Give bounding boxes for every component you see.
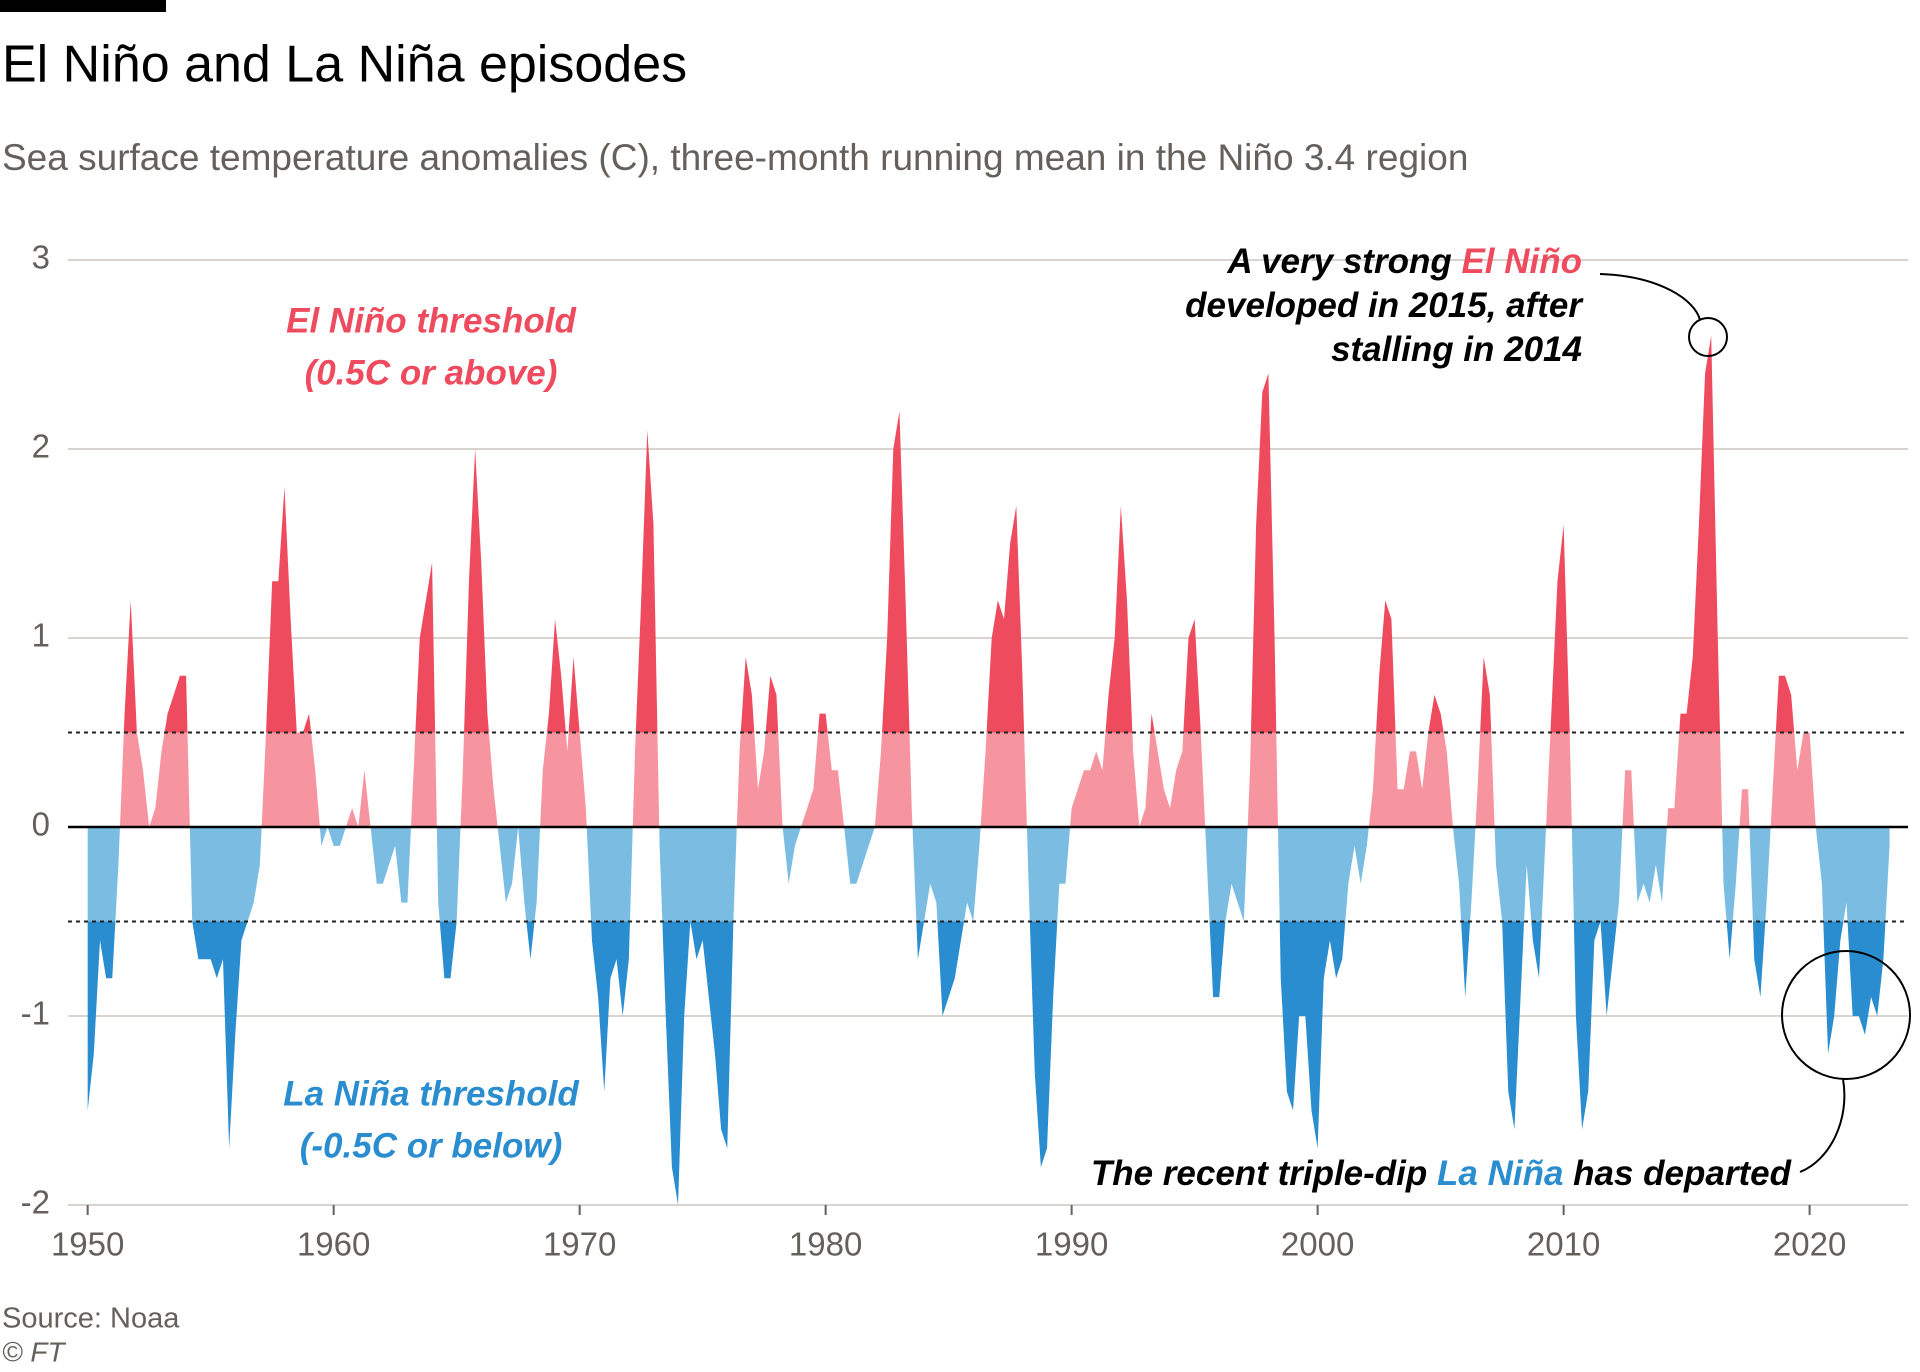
callout-circle xyxy=(1781,950,1911,1080)
annotation-part: El Niño xyxy=(1461,242,1582,281)
x-tick-label: 1990 xyxy=(1035,1226,1108,1263)
annotation-part: developed in 2015, after xyxy=(1185,286,1584,325)
annotation-part: stalling in 2014 xyxy=(1331,330,1582,369)
la-nina-label: (-0.5C or below) xyxy=(300,1126,563,1165)
annotation-part: has departed xyxy=(1563,1154,1791,1193)
el-nino-label: (0.5C or above) xyxy=(305,353,558,392)
source: Source: Noaa xyxy=(2,1303,180,1335)
y-tick-label: 3 xyxy=(32,239,50,276)
annotation-top: stalling in 2014 xyxy=(1331,330,1582,369)
el-nino-label: El Niño threshold xyxy=(286,301,576,340)
annotation-part: The recent triple-dip xyxy=(1091,1154,1437,1193)
annotation-part: A very strong xyxy=(1226,242,1461,281)
y-tick-label: 2 xyxy=(32,428,50,465)
callout-circle xyxy=(1688,317,1728,357)
annotation-part: La Niña xyxy=(1437,1154,1563,1193)
chart-title: El Niño and La Niña episodes xyxy=(2,36,687,94)
y-tick-label: 1 xyxy=(32,617,50,654)
annotation-top: A very strong El Niño xyxy=(1226,242,1582,281)
credit: © FT xyxy=(2,1336,67,1367)
y-tick-label: 0 xyxy=(32,806,50,843)
x-tick-label: 2010 xyxy=(1527,1226,1600,1263)
x-tick-label: 1970 xyxy=(543,1226,616,1263)
y-tick-label: -2 xyxy=(21,1184,50,1221)
y-tick-label: -1 xyxy=(21,995,50,1032)
annotation-bottom: The recent triple-dip La Niña has depart… xyxy=(1091,1154,1792,1193)
top-bar xyxy=(0,0,166,12)
x-tick-label: 1980 xyxy=(789,1226,862,1263)
callout-line xyxy=(1799,1078,1846,1173)
annotation-top: developed in 2015, after xyxy=(1185,286,1584,325)
x-tick-label: 2000 xyxy=(1281,1226,1354,1263)
la-nina-label: La Niña threshold xyxy=(283,1074,579,1113)
chart-subtitle: Sea surface temperature anomalies (C), t… xyxy=(2,137,1468,178)
x-tick-label: 1950 xyxy=(51,1226,124,1263)
callout-line xyxy=(1599,273,1701,321)
anomaly-area xyxy=(87,335,1890,1206)
x-tick-label: 1960 xyxy=(297,1226,370,1263)
x-tick-label: 2020 xyxy=(1773,1226,1846,1263)
